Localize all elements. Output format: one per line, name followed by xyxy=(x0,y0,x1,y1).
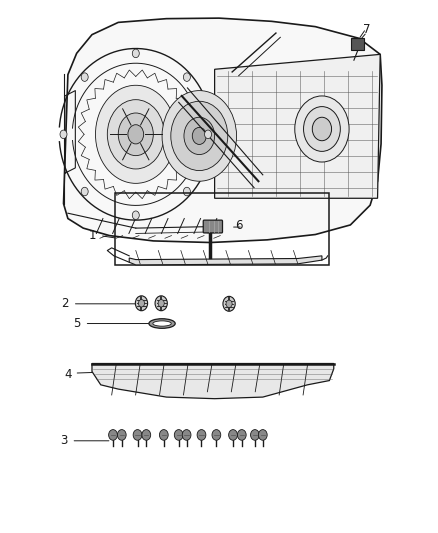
Circle shape xyxy=(95,85,176,183)
Circle shape xyxy=(184,187,191,196)
Polygon shape xyxy=(215,54,380,198)
Polygon shape xyxy=(129,256,322,265)
Text: 4: 4 xyxy=(64,368,72,381)
Circle shape xyxy=(212,430,221,440)
Circle shape xyxy=(171,101,228,171)
Text: 7: 7 xyxy=(363,23,371,36)
Circle shape xyxy=(258,430,267,440)
Circle shape xyxy=(174,430,183,440)
Circle shape xyxy=(192,127,206,144)
Circle shape xyxy=(81,187,88,196)
Circle shape xyxy=(109,430,117,440)
Text: 6: 6 xyxy=(235,220,243,232)
Circle shape xyxy=(229,430,237,440)
Circle shape xyxy=(158,300,164,307)
Circle shape xyxy=(155,296,167,311)
Ellipse shape xyxy=(149,319,175,328)
Text: 1: 1 xyxy=(88,229,96,242)
Circle shape xyxy=(237,430,246,440)
Circle shape xyxy=(182,430,191,440)
Polygon shape xyxy=(92,364,334,399)
Circle shape xyxy=(138,300,145,307)
FancyBboxPatch shape xyxy=(203,220,223,233)
Circle shape xyxy=(205,130,212,139)
Circle shape xyxy=(60,130,67,139)
Text: 5: 5 xyxy=(73,317,80,330)
Circle shape xyxy=(132,49,139,58)
Circle shape xyxy=(295,96,349,162)
Circle shape xyxy=(184,117,215,155)
FancyBboxPatch shape xyxy=(351,38,364,50)
Circle shape xyxy=(226,300,232,308)
Circle shape xyxy=(223,296,235,311)
Circle shape xyxy=(197,430,206,440)
Circle shape xyxy=(142,430,151,440)
Circle shape xyxy=(135,296,148,311)
Circle shape xyxy=(132,211,139,220)
Polygon shape xyxy=(64,18,382,243)
Circle shape xyxy=(159,430,168,440)
Circle shape xyxy=(128,125,144,144)
Circle shape xyxy=(133,430,142,440)
Text: 2: 2 xyxy=(61,297,69,310)
Circle shape xyxy=(117,430,126,440)
Circle shape xyxy=(184,73,191,82)
Circle shape xyxy=(312,117,332,141)
Circle shape xyxy=(81,73,88,82)
Circle shape xyxy=(304,107,340,151)
Text: 3: 3 xyxy=(60,434,67,447)
Circle shape xyxy=(162,91,237,181)
Circle shape xyxy=(251,430,259,440)
Circle shape xyxy=(107,100,164,169)
Ellipse shape xyxy=(153,321,171,326)
Circle shape xyxy=(118,113,153,156)
Bar xyxy=(115,193,329,265)
